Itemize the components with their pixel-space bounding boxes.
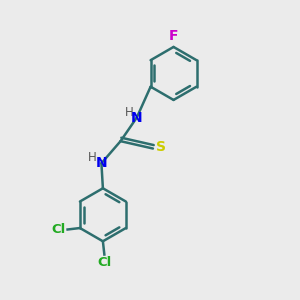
Text: N: N xyxy=(96,156,107,170)
Text: N: N xyxy=(131,111,142,124)
Text: Cl: Cl xyxy=(52,223,66,236)
Text: S: S xyxy=(156,140,166,154)
Text: F: F xyxy=(169,28,178,43)
Text: Cl: Cl xyxy=(97,256,112,269)
Text: H: H xyxy=(125,106,134,119)
Text: H: H xyxy=(88,152,97,164)
